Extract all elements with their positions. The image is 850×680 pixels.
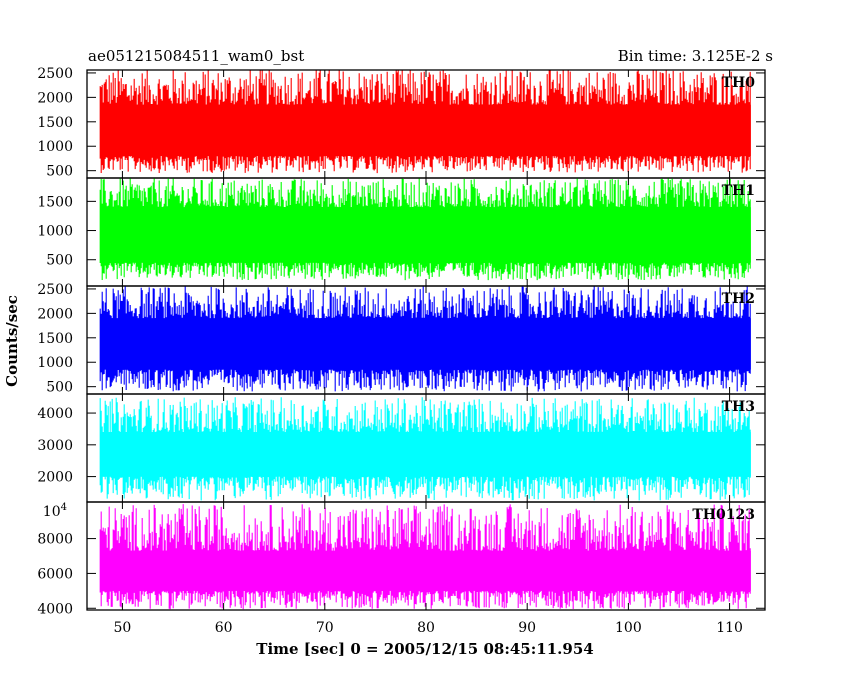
y-tick-label: 1500: [37, 115, 73, 131]
y-tick-label: 3000: [37, 438, 73, 454]
series-spikes: [99, 286, 751, 392]
panel-th0123: 4000 6000 8000 104 TH0123: [37, 501, 766, 617]
y-tick-label: 500: [46, 164, 73, 180]
x-tick-label: 70: [316, 620, 334, 636]
x-tick-label: 100: [615, 620, 642, 636]
y-tick-label: 104: [43, 502, 67, 520]
channel-label: TH2: [722, 291, 755, 307]
y-tick-label: 2000: [37, 90, 73, 106]
y-tick-label: 500: [46, 380, 73, 396]
x-tick-label: 80: [417, 620, 435, 636]
y-tick-label: 500: [46, 253, 73, 269]
channel-label: TH0123: [692, 507, 755, 523]
y-tick-label: 6000: [37, 566, 73, 582]
y-tick-label: 2500: [37, 66, 73, 82]
series-th3: [99, 397, 751, 501]
x-tick-label: 60: [215, 620, 233, 636]
y-tick-label: 1500: [37, 194, 73, 210]
panel-th1: 500 1000 1500 TH1: [37, 177, 766, 287]
x-tick-label: 110: [716, 620, 743, 636]
panel-th3: 2000 3000 4000 TH3: [37, 393, 766, 503]
channel-label: TH1: [722, 183, 755, 199]
chart-title: ae051215084511_wam0_bst: [88, 47, 304, 65]
y-tick-label: 1000: [37, 224, 73, 240]
y-tick-label: 4000: [37, 601, 73, 617]
y-tick-label: 1000: [37, 355, 73, 371]
y-tick-label: 2000: [37, 306, 73, 322]
series-th2: [99, 286, 751, 392]
series-th0123: [99, 504, 751, 610]
x-tick-label: 50: [114, 620, 132, 636]
series-spikes: [99, 397, 751, 501]
y-tick-label: 2500: [37, 282, 73, 298]
bin-time-label: Bin time: 3.125E-2 s: [618, 47, 773, 65]
y-tick-label: 2000: [37, 470, 73, 486]
y-axis-label: Counts/sec: [3, 295, 21, 387]
channel-label: TH3: [722, 399, 755, 415]
series-th0: [99, 70, 751, 174]
x-axis-label: Time [sec] 0 = 2005/12/15 08:45:11.954: [256, 640, 593, 658]
series-spikes: [99, 178, 751, 281]
y-tick-label: 1500: [37, 331, 73, 347]
panel-th0: 500 1000 1500 2000 2500 TH0: [37, 66, 766, 180]
channel-label: TH0: [722, 75, 756, 91]
panel-group: 500 1000 1500 2000 2500 TH0 500 1000 1500 TH1 500 1…: [37, 66, 766, 636]
y-tick-exponent: 4: [61, 502, 67, 513]
panel-th2: 500 1000 1500 2000 2500 TH2: [37, 282, 766, 396]
x-tick-label: 90: [518, 620, 536, 636]
y-tick-label: 1000: [37, 139, 73, 155]
y-tick-label: 4000: [37, 406, 73, 422]
y-tick-label: 8000: [37, 532, 73, 548]
series-th1: [99, 178, 751, 281]
series-spikes: [99, 504, 751, 610]
series-spikes: [99, 70, 751, 174]
